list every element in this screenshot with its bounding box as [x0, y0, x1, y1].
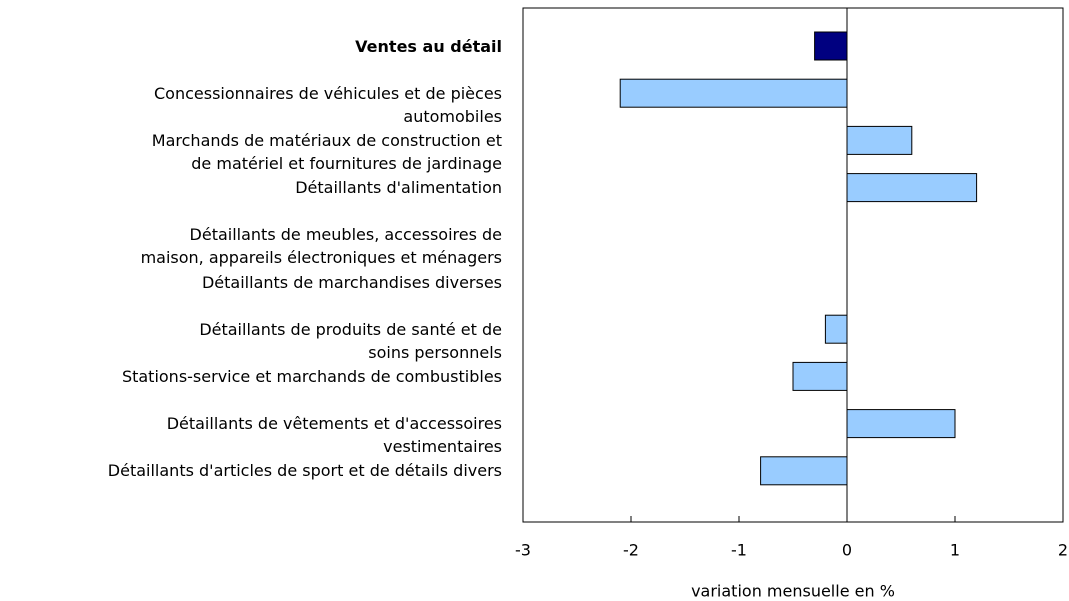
category-label: Détaillants de meubles, accessoires de m…: [140, 225, 502, 268]
category-label: Concessionnaires de véhicules et de pièc…: [153, 83, 502, 126]
bar: [814, 31, 848, 61]
bar: [846, 173, 978, 203]
x-axis-label: variation mensuelle en %: [691, 582, 895, 601]
category-label: Stations-service et marchands de combust…: [121, 366, 502, 386]
category-label: Détaillants de marchandises diverses: [201, 272, 502, 292]
category-label: Marchands de matériaux de construction e…: [151, 130, 502, 173]
bar: [846, 125, 913, 155]
category-label: Détaillants de vêtements et d'accessoire…: [166, 414, 502, 457]
bar: [760, 456, 848, 486]
bar: [824, 314, 848, 344]
bar: [792, 361, 848, 391]
category-label: Ventes au détail: [355, 36, 502, 56]
x-tick-label: -1: [731, 541, 747, 560]
x-tick-label: 2: [1058, 541, 1068, 560]
bar: [846, 409, 956, 439]
bar: [619, 78, 848, 108]
category-label: Détaillants de produits de santé et de s…: [199, 319, 502, 362]
category-label: Détaillants d'alimentation: [295, 178, 502, 198]
plot-frame: [522, 7, 1064, 523]
x-tick-label: -3: [515, 541, 531, 560]
x-tick-label: -2: [623, 541, 639, 560]
x-tick-label: 1: [950, 541, 960, 560]
category-label: Détaillants d'articles de sport et de dé…: [107, 461, 502, 481]
x-tick-label: 0: [842, 541, 852, 560]
